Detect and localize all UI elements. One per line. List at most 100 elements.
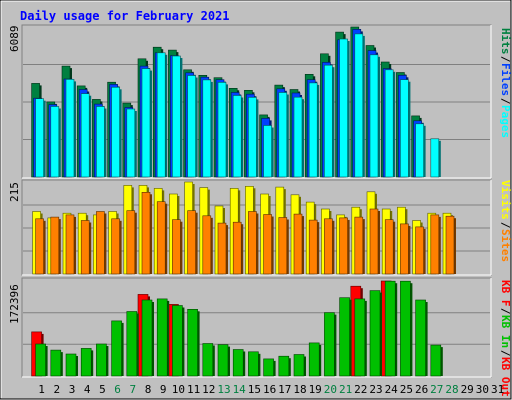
bar-sites-day-2 <box>50 216 60 275</box>
day-label-26: 26 <box>415 383 428 396</box>
bar-kb-in-day-2 <box>50 349 62 377</box>
bar-pages-day-21 <box>339 38 348 178</box>
bar-kb-in-day-16 <box>263 358 274 377</box>
bar-pages-day-12 <box>202 79 212 178</box>
legend-kb_f: KB F <box>499 280 512 307</box>
bar-kb-in-day-11 <box>187 308 198 377</box>
bar-sites-day-22 <box>354 216 364 275</box>
bar-pages-day-17 <box>278 92 288 178</box>
day-label-6: 6 <box>114 383 121 396</box>
bar-kb-in-day-21 <box>339 297 350 377</box>
day-label-9: 9 <box>160 383 167 396</box>
bar-pages-day-6 <box>111 87 120 178</box>
bar-pages-day-26 <box>415 123 424 178</box>
bar-sites-day-7 <box>126 210 136 275</box>
bar-pages-day-7 <box>126 108 136 178</box>
panel-visits-sites: 215 Visits /Sites <box>8 179 512 276</box>
day-label-19: 19 <box>309 383 322 396</box>
legend-kb_out: KB Out <box>499 357 512 397</box>
bar-pages-day-27 <box>430 138 440 178</box>
legend-separator: / <box>499 222 512 229</box>
bar-sites-day-6 <box>111 218 120 275</box>
day-label-8: 8 <box>145 383 152 396</box>
day-label-15: 15 <box>248 383 261 396</box>
bar-pages-day-4 <box>80 93 90 178</box>
bar-kb-in-day-14 <box>232 349 244 377</box>
day-label-31: 31 <box>491 383 504 396</box>
day-label-1: 1 <box>38 383 45 396</box>
y-max-label-visits: 215 <box>8 182 21 202</box>
day-label-27: 27 <box>430 383 443 396</box>
bar-kb-in-day-20 <box>324 312 335 377</box>
bar-pages-day-1 <box>35 98 44 178</box>
bar-kb-in-day-5 <box>96 343 107 377</box>
legend-separator: / <box>499 98 512 105</box>
bar-sites-day-5 <box>96 211 105 275</box>
bar-pages-day-11 <box>187 75 196 178</box>
bar-kb-in-day-8 <box>141 299 153 377</box>
day-label-18: 18 <box>293 383 306 396</box>
bar-pages-day-3 <box>65 79 75 178</box>
day-label-3: 3 <box>69 383 76 396</box>
bar-sites-day-12 <box>202 215 212 275</box>
bar-sites-day-11 <box>187 210 196 275</box>
bar-sites-day-19 <box>308 219 318 275</box>
day-label-20: 20 <box>324 383 337 396</box>
bar-pages-day-10 <box>172 55 181 178</box>
bar-kb-in-day-3 <box>65 353 77 377</box>
legend-hits-files-pages: Hits/Files/Pages <box>499 28 512 138</box>
bar-pages-day-9 <box>156 52 166 178</box>
panel-hits-files-pages: 6089 Hits/Files/Pages <box>8 24 512 179</box>
bar-pages-day-13 <box>217 82 227 178</box>
legend-hits: Hits <box>499 28 512 55</box>
bar-sites-day-23 <box>369 208 379 275</box>
bar-kb-in-day-10 <box>172 305 183 377</box>
bar-sites-day-13 <box>217 222 227 275</box>
day-label-22: 22 <box>354 383 367 396</box>
bar-kb-in-day-22 <box>354 298 366 377</box>
day-label-7: 7 <box>129 383 136 396</box>
bar-pages-day-24 <box>384 69 394 178</box>
bar-kb-in-day-17 <box>278 355 290 377</box>
legend-separator: / <box>499 308 512 315</box>
legend-pages: Pages <box>499 105 512 138</box>
bar-sites-day-9 <box>156 201 166 275</box>
y-max-label-hits: 6089 <box>8 26 21 53</box>
bar-kb-in-day-18 <box>293 354 305 377</box>
bar-pages-day-14 <box>232 95 242 178</box>
day-label-23: 23 <box>369 383 382 396</box>
bar-kb-in-day-27 <box>430 344 442 377</box>
bar-kb-in-day-12 <box>202 343 214 377</box>
bar-pages-day-18 <box>293 96 303 178</box>
legend-sites: Sites <box>499 229 512 262</box>
bar-sites-day-10 <box>172 219 181 275</box>
bar-kb-in-day-4 <box>80 348 92 377</box>
day-label-10: 10 <box>172 383 185 396</box>
day-label-5: 5 <box>99 383 106 396</box>
bar-sites-day-17 <box>278 217 288 275</box>
x-axis-day-labels: 1 2 3 4 5 6 7 8 9 10 11 12 13 14 15 16 17 18 19 20 21 22 23 24 2… <box>38 383 504 396</box>
legend-separator: / <box>499 350 512 357</box>
legend-kb-in-out: KB F/KB In/KB Out <box>499 280 512 397</box>
bar-sites-day-20 <box>324 218 333 275</box>
bar-sites-day-1 <box>35 218 44 275</box>
bar-pages-day-22 <box>354 33 364 178</box>
day-label-21: 21 <box>339 383 352 396</box>
bar-sites-day-21 <box>339 217 348 275</box>
day-label-2: 2 <box>53 383 60 396</box>
bar-pages-day-23 <box>369 54 379 178</box>
bar-sites-day-16 <box>263 214 272 275</box>
bar-kb-in-day-26 <box>415 299 426 377</box>
bar-kb-in-day-13 <box>217 344 229 377</box>
bar-kb-in-day-9 <box>156 298 168 377</box>
bar-kb-in-day-19 <box>308 342 320 377</box>
day-label-28: 28 <box>445 383 458 396</box>
day-label-16: 16 <box>263 383 276 396</box>
bar-sites-day-18 <box>293 213 303 275</box>
bar-sites-day-15 <box>248 211 257 275</box>
day-label-12: 12 <box>202 383 215 396</box>
legend-separator: / <box>499 56 512 63</box>
bar-sites-day-8 <box>141 192 151 275</box>
bar-kb-in-day-6 <box>111 320 122 377</box>
